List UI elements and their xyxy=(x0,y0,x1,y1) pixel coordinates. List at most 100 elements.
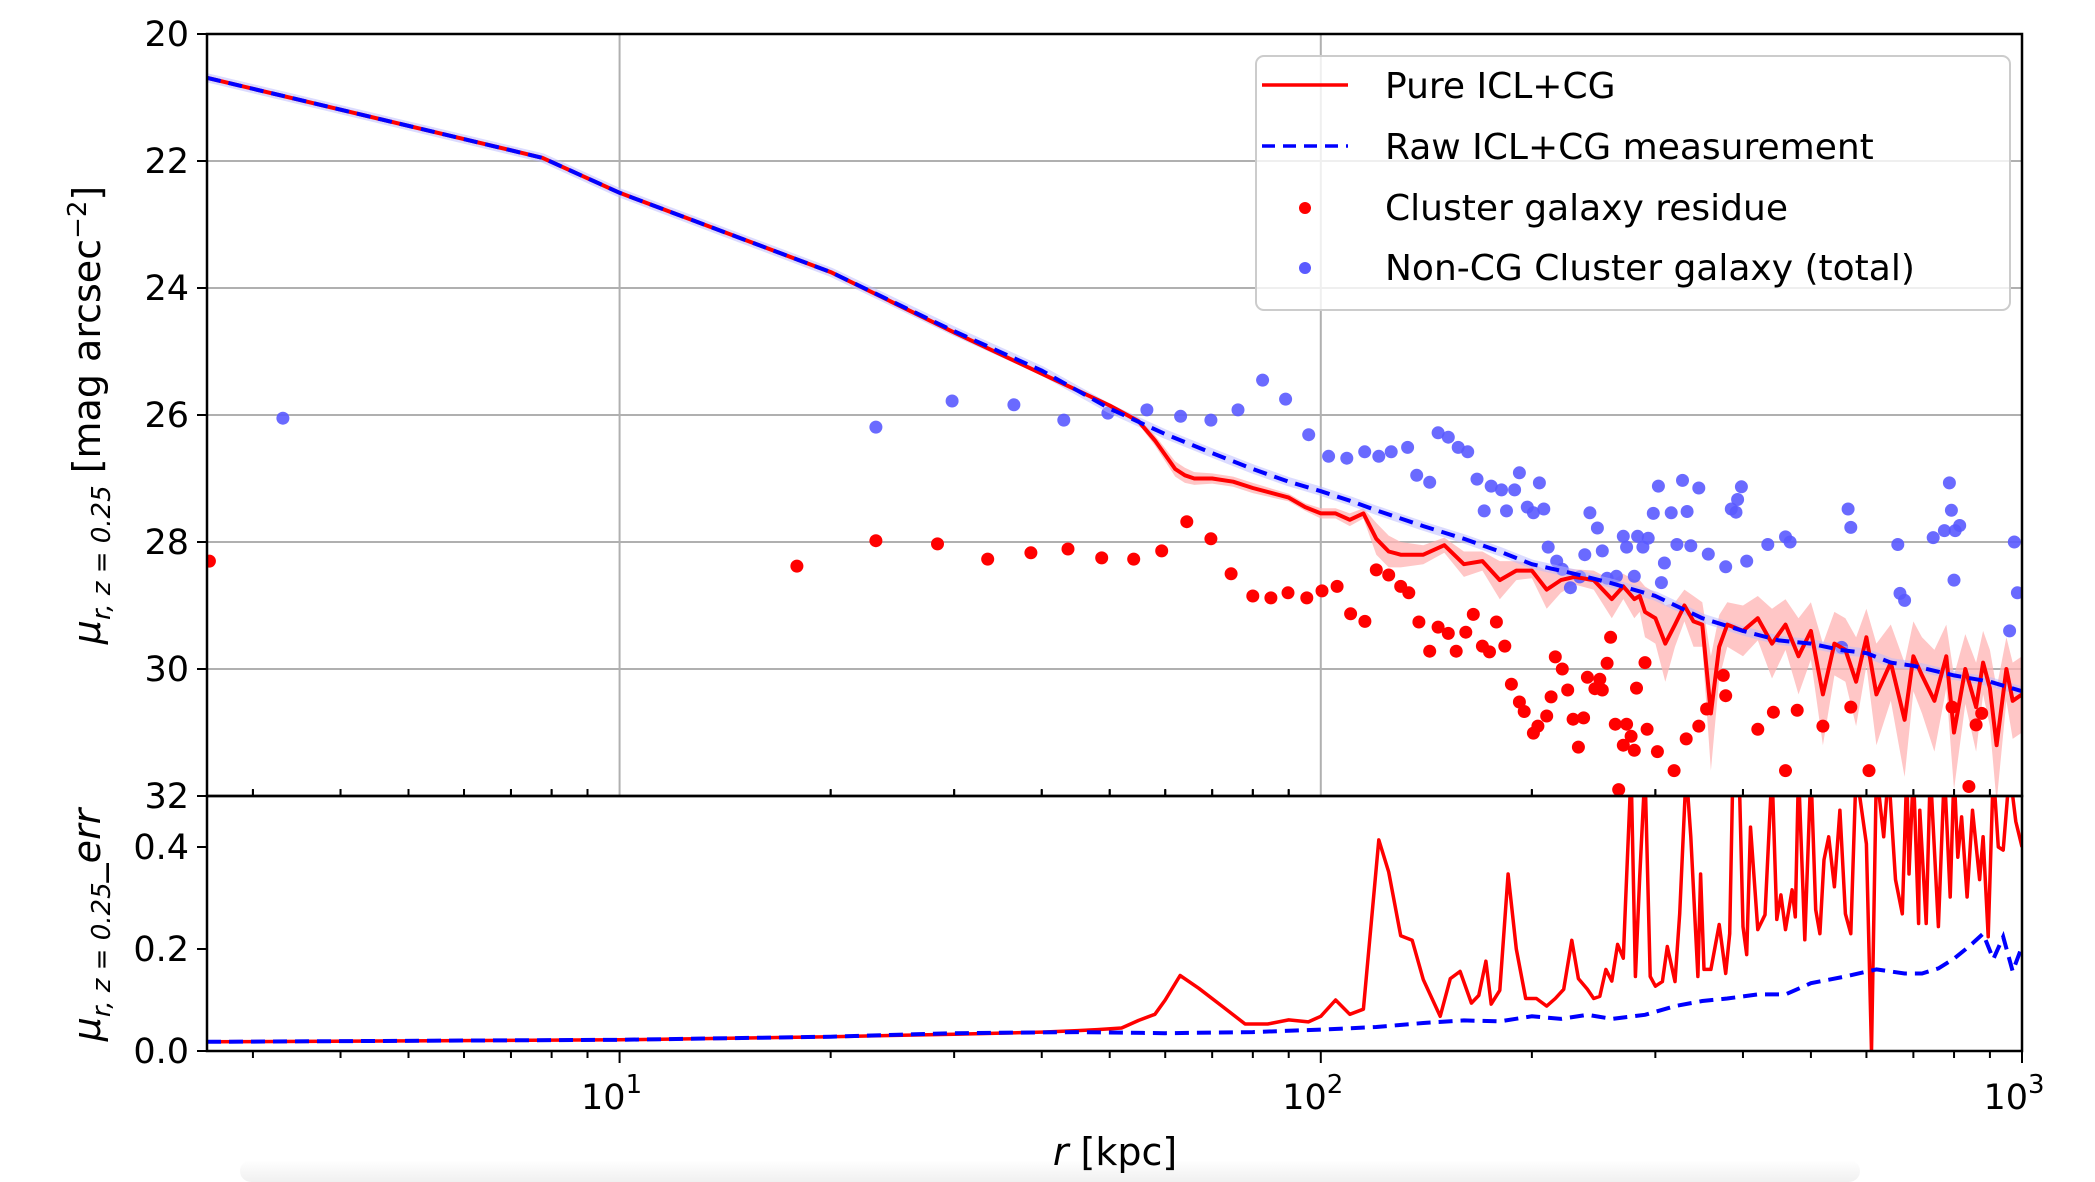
non-cg-cluster-galaxy-point xyxy=(1844,520,1858,534)
non-cg-cluster-galaxy-point xyxy=(1204,413,1218,427)
non-cg-cluster-galaxy-point xyxy=(1731,493,1745,506)
bottom-ylabel-sub: r, z = 0.25 xyxy=(87,882,117,1017)
cluster-galaxy-residue-point xyxy=(1544,690,1558,704)
y-tick-label: 24 xyxy=(144,269,189,309)
cluster-galaxy-residue-point xyxy=(1566,712,1580,726)
top-y-axis-label: μr, z = 0.25 [mag arcsec−2] xyxy=(63,186,117,645)
cluster-galaxy-residue-point xyxy=(1580,670,1594,684)
cluster-galaxy-residue-point xyxy=(1344,607,1358,621)
non-cg-cluster-galaxy-point xyxy=(1423,475,1437,489)
cluster-galaxy-residue-point xyxy=(1358,614,1372,628)
non-cg-cluster-galaxy-point xyxy=(1891,538,1905,551)
non-cg-cluster-galaxy-point xyxy=(1537,502,1551,516)
cluster-galaxy-residue-point xyxy=(1638,656,1652,670)
non-cg-cluster-galaxy-point xyxy=(1461,445,1475,459)
cluster-galaxy-residue-point xyxy=(1766,705,1780,719)
y-tick-label: 0.0 xyxy=(133,1032,189,1072)
legend-cluster-galaxy-residue-swatch xyxy=(1299,202,1311,214)
x-axis-label: r [kpc] xyxy=(1053,1130,1177,1174)
non-cg-cluster-galaxy-point xyxy=(276,411,290,425)
raw-icl-cg-error-line xyxy=(207,930,2022,1044)
bottom-x-ticks: 101 102 103 xyxy=(251,789,2045,1118)
x-tick-label: 101 xyxy=(581,1070,642,1118)
cluster-galaxy-residue-point xyxy=(1624,729,1638,743)
cluster-galaxy-residue-point xyxy=(1620,717,1634,731)
non-cg-cluster-galaxy-point xyxy=(1646,506,1660,520)
cluster-galaxy-residue-point xyxy=(790,559,804,573)
cluster-galaxy-residue-point xyxy=(1667,764,1681,778)
non-cg-cluster-galaxy-point xyxy=(1680,505,1694,518)
non-cg-cluster-galaxy-point xyxy=(1841,502,1855,516)
non-cg-cluster-galaxy-point xyxy=(1583,506,1597,520)
y-tick-label: 26 xyxy=(144,396,189,436)
cluster-galaxy-residue-point xyxy=(1844,700,1858,714)
cluster-galaxy-residue-point xyxy=(1577,711,1591,725)
cluster-galaxy-residue-point xyxy=(1466,607,1480,621)
non-cg-cluster-galaxy-point xyxy=(1942,476,1956,490)
non-cg-cluster-galaxy-point xyxy=(1470,472,1484,486)
cluster-galaxy-residue-point xyxy=(1561,683,1575,697)
cluster-galaxy-residue-point xyxy=(1593,672,1607,686)
legend: Pure ICL+CG Raw ICL+CG measurement Clust… xyxy=(1255,55,2011,311)
non-cg-cluster-galaxy-point xyxy=(1340,451,1354,465)
cluster-galaxy-residue-point xyxy=(1640,722,1654,736)
cluster-galaxy-residue-point xyxy=(1504,677,1518,691)
non-cg-cluster-galaxy-point xyxy=(869,420,883,434)
y-tick-label: 0.4 xyxy=(133,828,189,868)
cluster-galaxy-residue-point xyxy=(207,554,216,568)
legend-non-cg-cluster-galaxy-label: Non-CG Cluster galaxy (total) xyxy=(1385,248,1915,289)
non-cg-cluster-galaxy-point xyxy=(1944,503,1958,517)
non-cg-cluster-galaxy-point xyxy=(1512,466,1526,480)
non-cg-cluster-galaxy-point xyxy=(1620,540,1634,554)
legend-cluster-galaxy-residue-label: Cluster galaxy residue xyxy=(1385,188,1788,229)
non-cg-cluster-galaxy-point xyxy=(1641,531,1655,545)
cluster-galaxy-residue-point xyxy=(1630,681,1643,695)
non-cg-cluster-galaxy-point xyxy=(1279,392,1293,406)
cluster-galaxy-residue-point xyxy=(1431,620,1445,634)
x-label-units: [kpc] xyxy=(1068,1130,1177,1174)
non-cg-cluster-galaxy-point xyxy=(1761,538,1775,551)
cluster-galaxy-residue-point xyxy=(1449,644,1463,658)
top-ylabel-mu: μ xyxy=(65,620,109,645)
non-cg-cluster-galaxy-point xyxy=(1947,573,1961,587)
cluster-galaxy-residue-point xyxy=(1441,626,1455,640)
cluster-galaxy-residue-point xyxy=(1095,551,1109,565)
non-cg-cluster-galaxy-point xyxy=(1654,576,1668,590)
top-panel: 20 22 24 26 28 30 32 μr, z = 0.25 [mag arcsec−… xyxy=(63,15,2024,817)
non-cg-cluster-galaxy-point xyxy=(1616,529,1630,543)
non-cg-cluster-galaxy-point xyxy=(2003,624,2017,638)
cluster-galaxy-residue-point xyxy=(1600,656,1614,670)
bottom-y-ticks: 0.0 0.2 0.4 xyxy=(133,828,207,1072)
bottom-panel: 0.0 0.2 0.4 101 102 103 μr, z = 0.25_err r [… xyxy=(65,789,2045,1174)
cluster-galaxy-residue-point xyxy=(1483,645,1496,659)
non-cg-cluster-galaxy-point xyxy=(1595,544,1609,558)
cluster-galaxy-residue-point xyxy=(1719,689,1733,703)
cluster-galaxy-residue-point xyxy=(1969,718,1983,732)
cluster-galaxy-residue-point xyxy=(1962,780,1976,793)
top-scatter-points xyxy=(207,373,2022,796)
y-tick-label: 20 xyxy=(144,15,189,55)
non-cg-cluster-galaxy-point xyxy=(1484,479,1498,493)
non-cg-cluster-galaxy-point xyxy=(1256,373,1270,387)
cluster-galaxy-residue-point xyxy=(1612,783,1626,796)
bottom-plot-frame xyxy=(205,794,2024,1053)
cluster-galaxy-residue-point xyxy=(1423,644,1437,658)
cluster-galaxy-residue-point xyxy=(1779,764,1792,778)
bottom-y-axis-label: μr, z = 0.25_err xyxy=(65,806,117,1042)
cluster-galaxy-residue-point xyxy=(1224,567,1238,581)
cluster-galaxy-residue-point xyxy=(1548,650,1562,664)
non-cg-cluster-galaxy-point xyxy=(1563,581,1577,595)
x-tick-label: 103 xyxy=(1983,1070,2044,1118)
non-cg-cluster-galaxy-point xyxy=(1926,531,1940,545)
non-cg-cluster-galaxy-point xyxy=(2007,535,2021,549)
cluster-galaxy-residue-point xyxy=(1608,717,1622,731)
cluster-galaxy-residue-point xyxy=(1330,579,1344,593)
non-cg-cluster-galaxy-point xyxy=(1676,473,1689,487)
non-cg-cluster-galaxy-point xyxy=(1384,445,1398,459)
cluster-galaxy-residue-point xyxy=(1180,515,1194,529)
cluster-galaxy-residue-point xyxy=(1281,586,1295,600)
non-cg-cluster-galaxy-point xyxy=(1734,480,1748,494)
pure-icl-cg-line xyxy=(207,75,2022,748)
cluster-galaxy-residue-point xyxy=(1127,552,1141,566)
